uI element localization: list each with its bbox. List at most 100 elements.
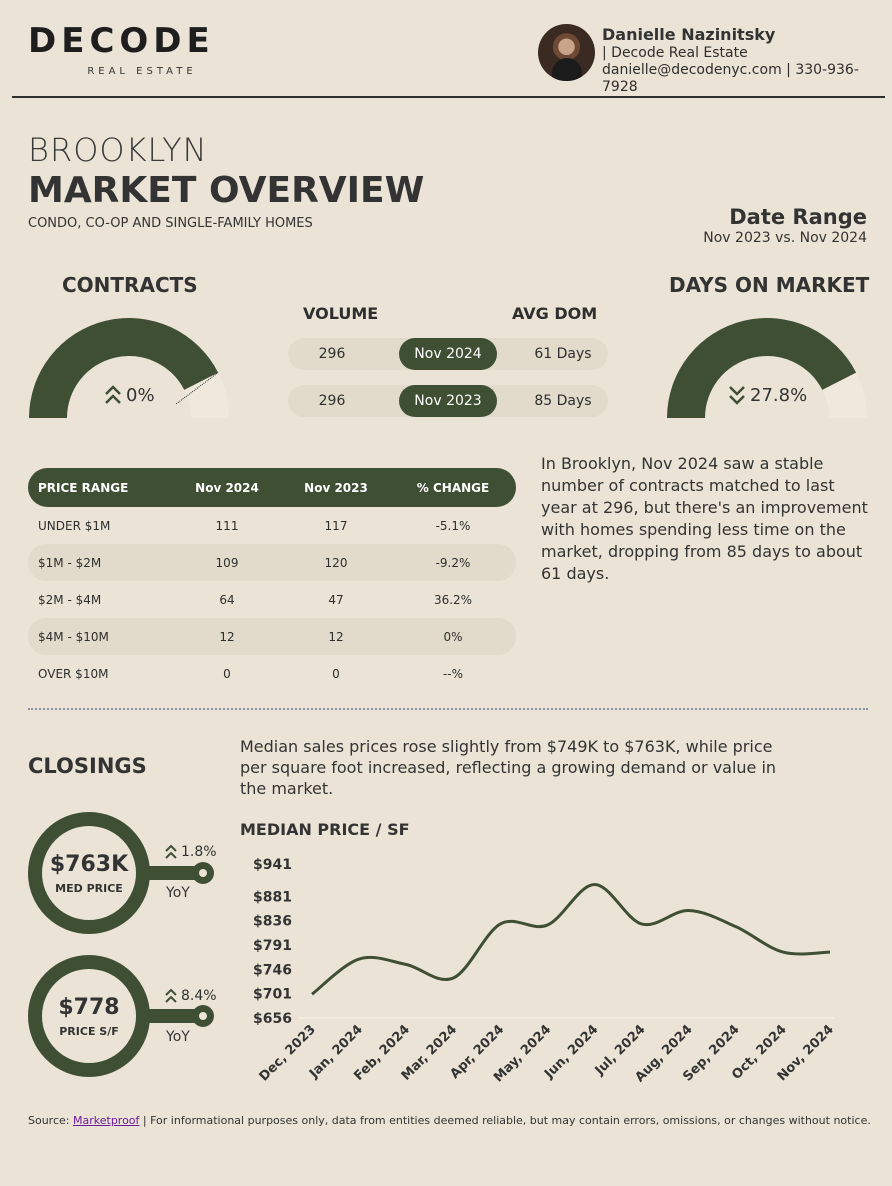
- table-cell: OVER $10M: [38, 666, 109, 681]
- price-sf-stem: [140, 1009, 206, 1023]
- table-cell: 111: [215, 518, 239, 533]
- source-footer: Source: Marketproof | For informational …: [28, 1114, 871, 1127]
- chevron-double-down-icon: [729, 386, 745, 405]
- contracts-title: CONTRACTS: [62, 273, 198, 297]
- table-row: OVER $10M 0 0 --%: [28, 655, 516, 692]
- date-range-value: Nov 2023 vs. Nov 2024: [703, 230, 867, 246]
- report-title: BROOKLYN MARKET OVERVIEW CONDO, CO-OP AN…: [28, 132, 424, 231]
- table-header-cell: Nov 2024: [195, 480, 259, 495]
- price-sf-label: PRICE S/F: [59, 1024, 119, 1038]
- y-tick-label: $701: [253, 987, 292, 1003]
- dom-nov-2024: 61 Days: [534, 346, 592, 362]
- table-header-cell: PRICE RANGE: [38, 480, 129, 495]
- section-divider: [28, 708, 868, 710]
- volume-nov-2024: 296: [318, 346, 346, 362]
- y-tick-label: $941: [253, 857, 292, 873]
- y-tick-label: $836: [253, 914, 292, 930]
- avg-dom-label: AVG DOM: [512, 304, 598, 323]
- med-price-value: $763K: [49, 851, 129, 877]
- table-cell: -9.2%: [435, 555, 471, 570]
- table-row: UNDER $1M 111 117 -5.1%: [28, 507, 516, 544]
- price-sf-value: $778: [58, 994, 120, 1020]
- chart-title: MEDIAN PRICE / SF: [240, 820, 410, 839]
- dom-change-value: 27.8%: [750, 384, 808, 406]
- dom-change: 27.8%: [728, 384, 807, 406]
- table-cell: 109: [215, 555, 239, 570]
- logo-subtitle: REAL ESTATE: [87, 66, 197, 77]
- table-cell: 64: [219, 592, 235, 607]
- source-label: Source:: [28, 1114, 70, 1127]
- table-cell: 0%: [443, 629, 463, 644]
- agent-name: Danielle Nazinitsky: [602, 25, 776, 44]
- y-tick-label: $656: [253, 1011, 292, 1027]
- chevron-double-up-icon: [165, 988, 177, 1003]
- table-row: $2M - $4M 64 47 36.2%: [28, 581, 516, 618]
- table-cell: $2M - $4M: [38, 592, 102, 607]
- x-tick-label: Dec, 2023: [257, 1022, 319, 1084]
- price-sf-change-value: 8.4%: [181, 988, 217, 1004]
- agent-contact[interactable]: danielle@decodenyc.com | 330-936-7928: [602, 62, 859, 95]
- agent-company: | Decode Real Estate: [602, 45, 748, 61]
- table-cell: -5.1%: [435, 518, 471, 533]
- med-price-change: 1.8%: [164, 843, 217, 861]
- logo-wordmark: DECODE: [28, 21, 215, 61]
- table-cell: 12: [219, 629, 235, 644]
- period-badge-2023: Nov 2023: [399, 385, 497, 417]
- closings-summary: Median sales prices rose slightly from $…: [240, 737, 777, 798]
- property-types: CONDO, CO-OP AND SINGLE-FAMILY HOMES: [28, 216, 313, 231]
- date-range: Date Range Nov 2023 vs. Nov 2024: [703, 204, 867, 246]
- table-header: PRICE RANGE Nov 2024 Nov 2023 % CHANGE: [28, 468, 516, 507]
- chevron-double-up-icon: [165, 844, 177, 859]
- volume-label: VOLUME: [303, 304, 379, 323]
- area-name: BROOKLYN: [28, 131, 208, 169]
- source-link[interactable]: Marketproof: [73, 1114, 140, 1127]
- agent-avatar: [538, 24, 595, 81]
- table-header-cell: % CHANGE: [416, 480, 490, 495]
- decode-logo: DECODE REAL ESTATE: [28, 22, 256, 77]
- table-row: $4M - $10M 12 12 0%: [28, 618, 516, 655]
- agent-info: Danielle Nazinitsky | Decode Real Estate…: [602, 25, 892, 96]
- y-tick-label: $791: [253, 938, 292, 954]
- dom-gauge: [667, 318, 867, 418]
- price-sf-ring: $778 PRICE S/F: [28, 955, 150, 1077]
- med-price-label: MED PRICE: [55, 881, 123, 895]
- table-cell: UNDER $1M: [38, 518, 111, 533]
- med-price-ring: $763K MED PRICE: [28, 812, 150, 934]
- contracts-change-value: 0%: [126, 384, 155, 406]
- table-cell: 47: [328, 592, 344, 607]
- table-header-cell: Nov 2023: [304, 480, 368, 495]
- table-cell: 120: [324, 555, 348, 570]
- price-sf-knob: [192, 1005, 214, 1027]
- volume-nov-2023: 296: [318, 393, 346, 409]
- table-cell: $4M - $10M: [38, 629, 109, 644]
- table-cell: 0: [332, 666, 340, 681]
- price-sf-change: 8.4%: [164, 987, 217, 1005]
- header-divider: [12, 96, 885, 98]
- med-price-change-value: 1.8%: [181, 844, 217, 860]
- table-cell: 0: [223, 666, 231, 681]
- table-cell: $1M - $2M: [38, 555, 102, 570]
- dom-nov-2023: 85 Days: [534, 393, 592, 409]
- closings-title: CLOSINGS: [28, 754, 147, 778]
- price-sf-line: [311, 883, 831, 996]
- table-cell: 117: [324, 518, 348, 533]
- contracts-change: 0%: [104, 384, 155, 406]
- med-price-stem: [140, 866, 206, 880]
- period-badge-2024: Nov 2024: [399, 338, 497, 370]
- table-cell: 36.2%: [433, 592, 473, 607]
- med-price-knob: [192, 862, 214, 884]
- chevron-double-up-icon: [105, 385, 121, 404]
- contracts-summary: In Brooklyn, Nov 2024 saw a stable numbe…: [541, 454, 868, 583]
- y-tick-label: $746: [253, 962, 292, 978]
- table-row: $1M - $2M 109 120 -9.2%: [28, 544, 516, 581]
- med-price-yoy: YoY: [166, 885, 190, 901]
- price-sf-yoy: YoY: [166, 1029, 190, 1045]
- page-title: MARKET OVERVIEW: [28, 170, 425, 211]
- table-cell: 12: [328, 629, 344, 644]
- date-range-label: Date Range: [729, 205, 867, 229]
- y-tick-label: $881: [253, 889, 292, 905]
- table-cell: --%: [442, 666, 464, 681]
- contracts-gauge: [29, 318, 229, 418]
- source-disclaimer: | For informational purposes only, data …: [142, 1114, 871, 1127]
